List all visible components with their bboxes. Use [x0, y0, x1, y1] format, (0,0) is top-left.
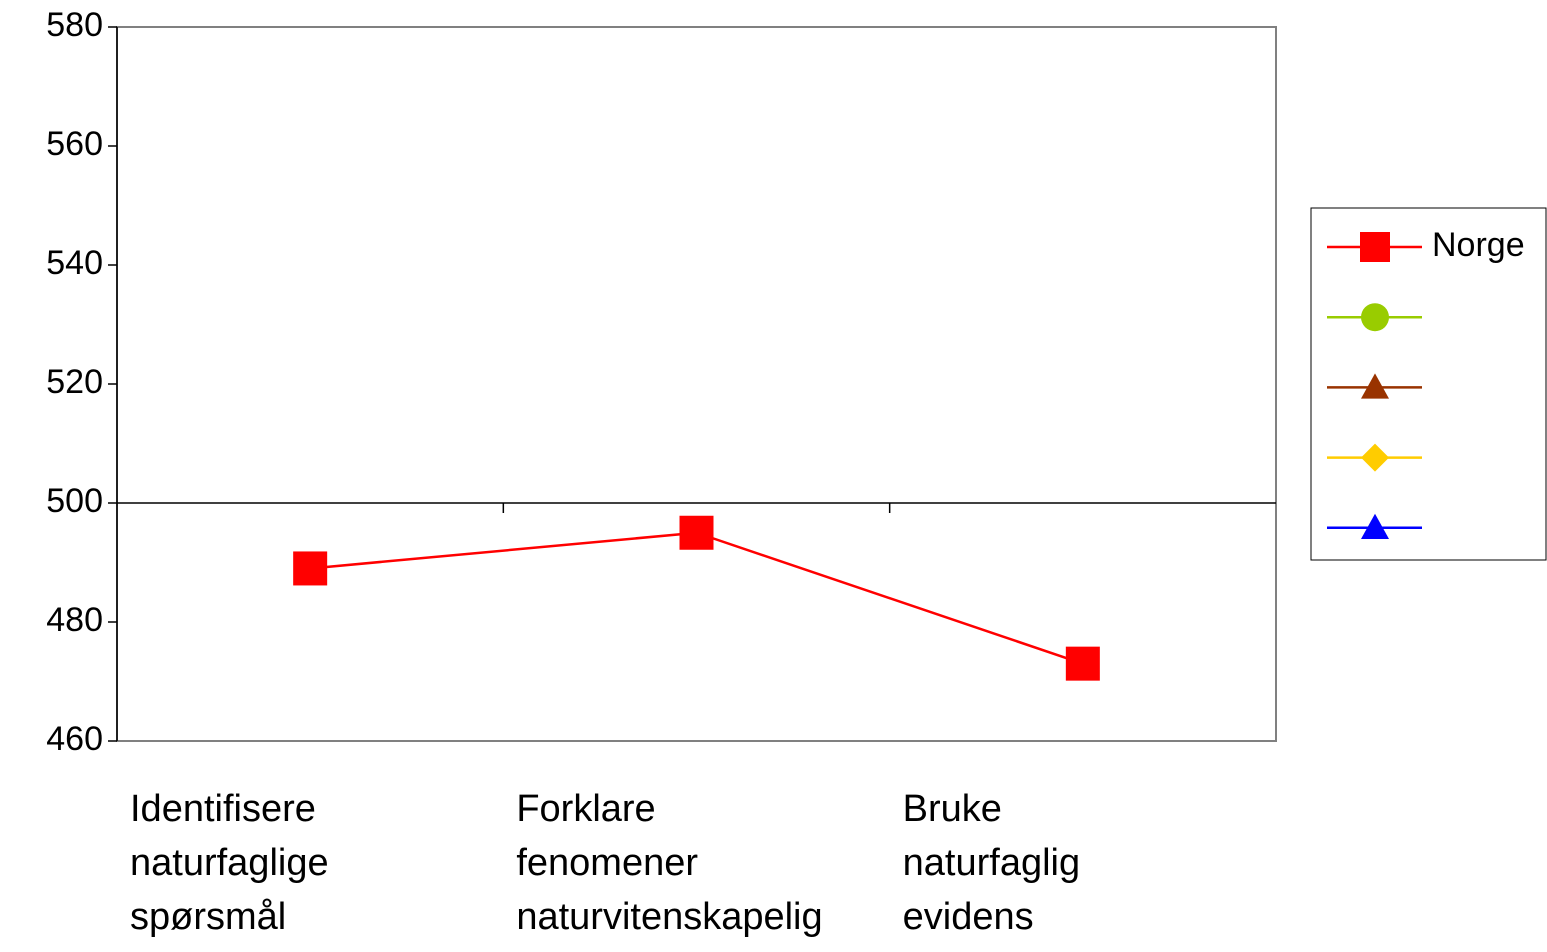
legend-swatch-marker: [1360, 232, 1390, 262]
x-tick-label: Bruke naturfaglig evidens: [902, 788, 1081, 938]
y-tick-label: 540: [46, 244, 103, 282]
y-tick-label: 580: [46, 6, 103, 44]
y-tick-label: 500: [46, 482, 103, 520]
legend-swatch-marker: [1361, 443, 1389, 472]
x-tick-label: Identifisere naturfaglige spørsmål: [130, 788, 329, 938]
legend-swatch-marker: [1361, 303, 1389, 332]
data-point: [1065, 646, 1100, 681]
x-tick-label: Forklare fenomener naturvitenskapelig: [516, 788, 823, 938]
y-tick-label: 460: [46, 720, 103, 758]
legend-box: [1310, 207, 1547, 561]
data-point: [679, 515, 714, 550]
plot-area: [116, 26, 1277, 742]
series-line: [310, 531, 1084, 665]
legend-label: Norge: [1432, 226, 1525, 264]
y-tick-label: 560: [46, 125, 103, 163]
data-point: [293, 551, 328, 586]
legend-swatch-marker: [1361, 373, 1389, 399]
y-tick-label: 520: [46, 363, 103, 401]
y-tick-label: 480: [46, 601, 103, 639]
legend-swatch-marker: [1361, 513, 1389, 539]
